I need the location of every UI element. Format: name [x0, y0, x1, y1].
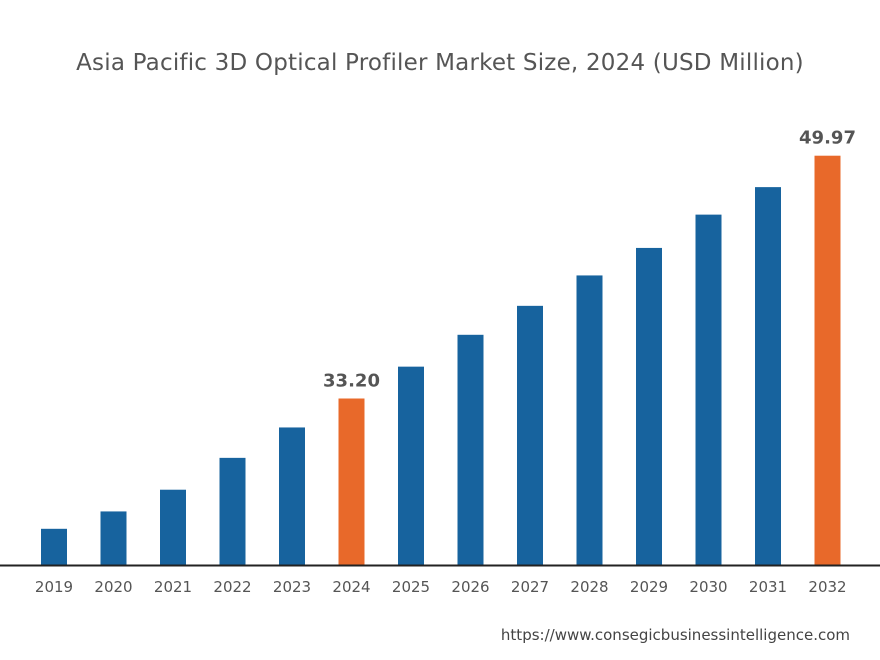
- bar-2027: [517, 305, 543, 565]
- x-tick-label: 2027: [511, 578, 549, 596]
- x-tick-label: 2021: [154, 578, 192, 596]
- x-tick-label: 2019: [35, 578, 73, 596]
- bar-2028: [576, 275, 603, 565]
- bar-2020: [100, 511, 127, 565]
- x-tick-label: 2022: [213, 578, 251, 596]
- bar-2026: [457, 334, 484, 565]
- x-tick-label: 2024: [332, 578, 370, 596]
- x-tick-label: 2023: [273, 578, 311, 596]
- bar-2032: [814, 155, 841, 565]
- source-url[interactable]: https://www.consegicbusinessintelligence…: [500, 626, 850, 644]
- bar-2025: [398, 366, 424, 565]
- bar-2022: [219, 457, 246, 565]
- bar-2021: [160, 489, 186, 565]
- x-tick-label: 2031: [749, 578, 787, 596]
- x-tick-label: 2029: [630, 578, 668, 596]
- x-tick-label: 2020: [94, 578, 132, 596]
- bar-2019: [41, 528, 67, 565]
- bar-chart: 2019 2020 2021 2022 2023 2024 33.20 2025 2026 202…: [0, 128, 880, 596]
- bar-2024: [338, 398, 365, 565]
- x-tick-label: 2028: [570, 578, 608, 596]
- x-tick-label: 2026: [451, 578, 489, 596]
- x-tick-label: 2030: [689, 578, 727, 596]
- bar-2031: [755, 187, 781, 565]
- data-label: 49.97: [799, 128, 856, 149]
- data-label: 33.20: [323, 371, 380, 392]
- x-tick-label: 2032: [808, 578, 846, 596]
- x-tick-label: 2025: [392, 578, 430, 596]
- bar-2023: [279, 427, 305, 565]
- chart-title: Asia Pacific 3D Optical Profiler Market …: [76, 50, 804, 76]
- bar-2029: [636, 247, 662, 565]
- bar-2030: [695, 214, 722, 565]
